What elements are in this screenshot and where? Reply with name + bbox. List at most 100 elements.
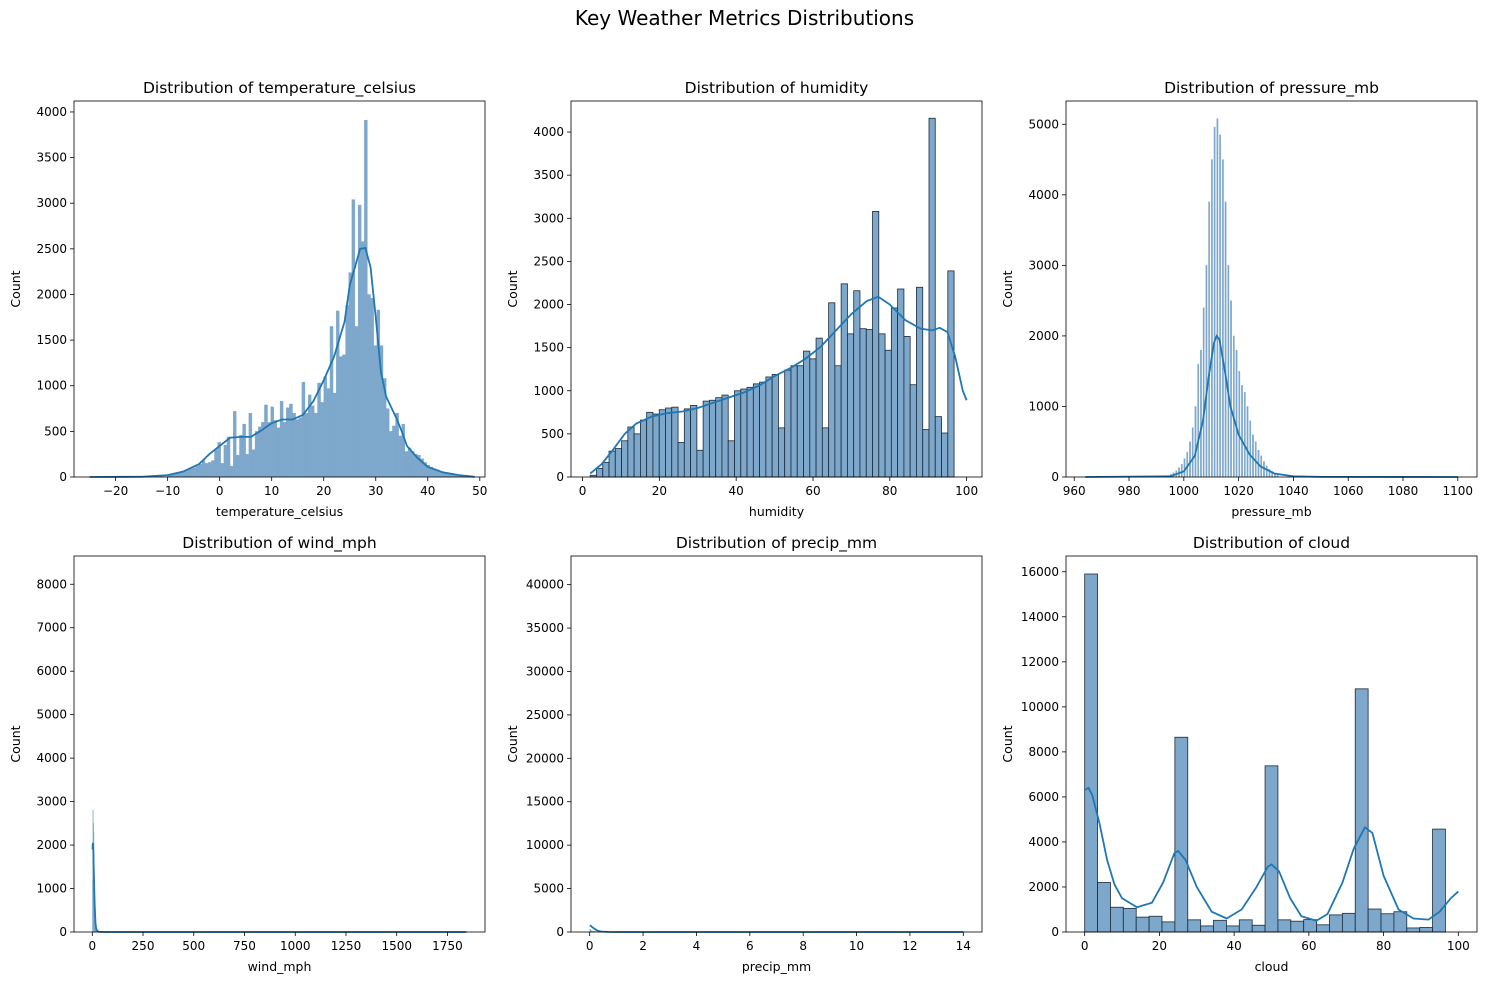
bar [1241, 385, 1243, 478]
y-tick-label: 8000 [36, 577, 67, 591]
y-tick-label: 3000 [36, 196, 67, 210]
bar [336, 310, 340, 478]
bar [282, 422, 287, 478]
bar [683, 408, 691, 478]
y-tick-label: 1500 [533, 341, 564, 355]
x-tick-label: 14 [956, 939, 971, 953]
bar [1290, 920, 1305, 933]
bar [759, 381, 767, 478]
bar [326, 388, 331, 478]
y-tick-label: 500 [541, 427, 564, 441]
bar [1213, 126, 1216, 478]
y-tick-label: 2000 [533, 298, 564, 312]
bar [1197, 363, 1200, 478]
bar [192, 467, 196, 478]
y-tick-label: 6000 [1028, 790, 1059, 804]
histogram-bars [589, 117, 955, 478]
x-tick-label: 40 [420, 484, 435, 498]
bar [652, 413, 660, 478]
bar [916, 286, 924, 478]
subplot-title: Distribution of temperature_celsius [143, 79, 416, 98]
bar [947, 270, 955, 478]
bar [790, 365, 798, 478]
bar [242, 423, 246, 478]
x-tick-label: 1080 [1388, 484, 1419, 498]
bar [311, 405, 315, 478]
y-tick-label: 4000 [533, 125, 564, 139]
bar [392, 425, 396, 478]
bar [1202, 307, 1205, 478]
subplot-title: Distribution of pressure_mb [1164, 79, 1379, 98]
x-tick-label: 100 [1447, 939, 1470, 953]
bar [872, 210, 880, 478]
histogram-bars [1084, 573, 1446, 933]
axes-frame [570, 100, 983, 478]
y-tick-label: 15000 [526, 795, 564, 809]
bar [373, 345, 377, 478]
figure-title: Key Weather Metrics Distributions [575, 6, 914, 30]
bar [339, 356, 343, 478]
bar [690, 405, 698, 478]
bar [771, 373, 779, 478]
bar [226, 436, 231, 478]
y-tick-label: 16000 [1021, 565, 1059, 579]
x-tick-label: 1250 [331, 939, 362, 953]
y-tick-label: 8000 [1028, 745, 1059, 759]
bar [1200, 349, 1202, 478]
bar [351, 199, 356, 478]
bar [1243, 392, 1246, 478]
bar [721, 394, 729, 478]
x-tick-label: 40 [729, 484, 744, 498]
bar [1230, 300, 1232, 478]
y-tick-label: 4000 [36, 751, 67, 765]
x-axis-label: humidity [749, 504, 805, 519]
y-tick-label: 0 [59, 925, 67, 939]
bar [410, 451, 415, 478]
bar [1174, 736, 1189, 933]
bar [292, 412, 296, 478]
kde-line [589, 924, 964, 933]
x-tick-label: 0 [216, 484, 224, 498]
x-tick-label: 0 [88, 939, 96, 953]
bar [1213, 919, 1227, 933]
bar [727, 440, 735, 478]
bar [934, 416, 942, 478]
axes-frame [570, 555, 983, 933]
bar [1208, 201, 1210, 478]
x-tick-label: 250 [132, 939, 155, 953]
bar [1316, 924, 1330, 933]
bar [298, 417, 303, 478]
bar [828, 302, 836, 478]
x-axis-label: cloud [1255, 959, 1289, 974]
bar [1222, 159, 1224, 478]
bar [884, 349, 892, 478]
bar [1211, 159, 1213, 478]
x-tick-label: 2 [639, 939, 647, 953]
subplot-1: −20 −10 0 10 20 30 40 5005001000150020002500300… [8, 79, 487, 519]
bar [815, 337, 823, 478]
y-tick-label: 30000 [526, 664, 564, 678]
bar [671, 406, 679, 478]
y-tick-label: 2500 [36, 242, 67, 256]
bar [1216, 118, 1219, 478]
bar [627, 426, 635, 478]
bar [398, 435, 402, 478]
bar [784, 369, 792, 478]
kde-line [589, 295, 968, 475]
bar [208, 462, 212, 478]
bar [922, 429, 930, 478]
bar [1252, 434, 1254, 478]
bar [1277, 919, 1292, 933]
axes-frame [73, 555, 486, 933]
axes-frame [73, 100, 486, 478]
bar [320, 402, 324, 478]
y-tick-label: 2500 [533, 254, 564, 268]
bar [1227, 265, 1230, 478]
y-tick-label: 1500 [36, 333, 67, 347]
x-tick-label: 50 [472, 484, 487, 498]
y-tick-label: 0 [1051, 470, 1059, 484]
bar [796, 365, 804, 478]
bar [696, 449, 704, 478]
bar [1251, 924, 1266, 933]
bar [229, 465, 234, 478]
